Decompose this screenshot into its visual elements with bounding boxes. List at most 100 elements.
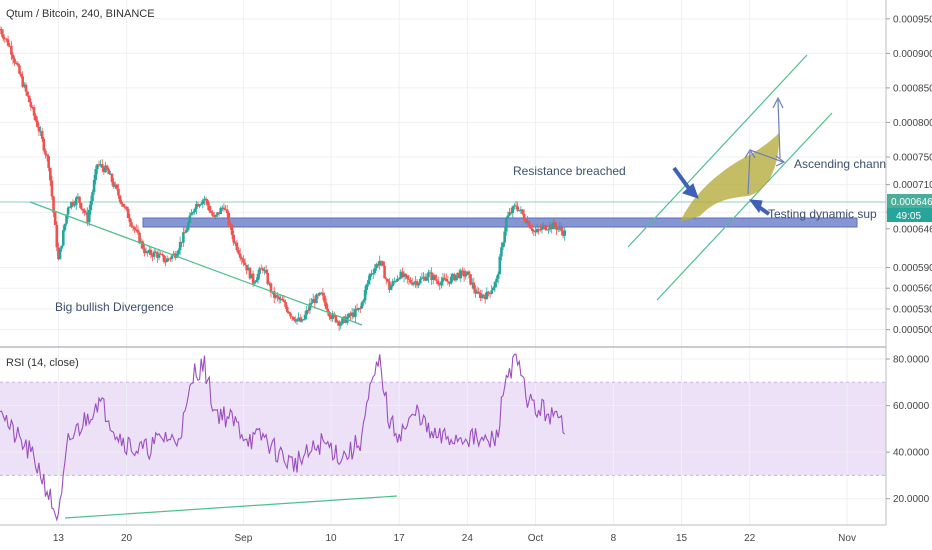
candle-body <box>269 283 273 293</box>
candle-body <box>143 248 146 254</box>
candle-body <box>81 208 85 211</box>
candle-body <box>323 295 326 303</box>
candle-body <box>146 251 149 253</box>
candle-body <box>34 115 37 121</box>
candle-body <box>449 276 453 284</box>
candle-body <box>47 156 50 168</box>
candle-body <box>365 284 369 290</box>
candle-body <box>10 45 13 55</box>
candle-body <box>508 212 511 216</box>
time-axis[interactable]: 13 20 Sep 10 17 24 Oct 8 15 22 Nov <box>53 533 856 544</box>
candle-body <box>542 224 545 227</box>
candle-body <box>57 247 60 260</box>
candle-body <box>191 212 195 214</box>
candle-body <box>45 154 49 157</box>
candle-body <box>281 298 284 301</box>
candle-body <box>500 247 503 257</box>
candle-body <box>563 230 567 236</box>
candle-body <box>178 241 182 251</box>
support-zone[interactable] <box>142 217 858 228</box>
candle-body <box>307 309 310 311</box>
candle-body <box>399 271 403 279</box>
candle-body <box>0 29 3 35</box>
candle-body <box>91 192 94 202</box>
candle-body <box>58 248 62 260</box>
candle-body <box>287 311 291 314</box>
candle-body <box>441 277 445 282</box>
price-tick-label: 0.000850 <box>893 83 932 94</box>
candle-body <box>76 196 80 198</box>
candle-body <box>294 319 297 322</box>
candle-body <box>26 91 29 96</box>
candle-body <box>251 273 255 284</box>
candle-body <box>83 210 86 213</box>
candle-body <box>457 272 461 279</box>
candle-body <box>490 290 493 294</box>
candle-body <box>558 227 562 229</box>
candle-body <box>339 323 343 326</box>
candle-body <box>454 275 458 281</box>
candle-body <box>199 203 203 205</box>
candle-body <box>110 173 114 183</box>
candle-body <box>60 245 63 249</box>
candle-body <box>50 180 54 197</box>
candle-body <box>39 131 42 133</box>
rsi-axis[interactable]: 80.0000 60.0000 40.0000 20.0000 <box>886 354 930 505</box>
candle-body <box>238 253 242 258</box>
candle-body <box>68 207 72 209</box>
candle-body <box>162 255 166 262</box>
candle-body <box>274 295 278 298</box>
current-price-label: 0.000646 <box>891 197 932 208</box>
candle-body <box>511 206 515 214</box>
candle-body <box>367 280 370 285</box>
candle-body <box>109 173 112 175</box>
candle-body <box>253 282 257 284</box>
rsi-band <box>0 382 886 476</box>
candle-body <box>540 226 544 230</box>
candle-body <box>407 278 411 280</box>
candle-body <box>381 261 385 266</box>
candle-body <box>397 278 401 280</box>
candle-body <box>70 201 73 208</box>
candle-body <box>245 264 248 271</box>
candle-body <box>170 255 174 259</box>
divergence-trendline <box>29 201 363 326</box>
candle-body <box>66 207 70 215</box>
candle-body <box>506 215 510 219</box>
candle-body <box>182 232 185 243</box>
price-axis[interactable]: 0.000950 0.000900 0.000850 0.000800 0.000750… <box>886 14 932 336</box>
candle-body <box>537 229 541 231</box>
candle-body <box>277 296 281 300</box>
candle-body <box>326 308 330 312</box>
candle-body <box>298 317 302 322</box>
rsi-line <box>0 353 566 522</box>
candle-body <box>284 301 287 307</box>
channel-lower-line <box>656 112 833 301</box>
candle-body <box>126 208 130 218</box>
candle-body <box>303 314 307 320</box>
time-tick-label: 10 <box>325 533 337 544</box>
candle-body <box>334 315 338 323</box>
candle-body <box>529 226 532 229</box>
candle-body <box>349 313 352 316</box>
candle-body <box>534 230 537 233</box>
candle-body <box>44 150 47 155</box>
candle-body <box>553 222 557 227</box>
price-candles <box>0 26 567 331</box>
candle-body <box>160 254 164 256</box>
candle-body <box>324 302 328 309</box>
candle-body <box>18 65 21 74</box>
time-tick-label: 22 <box>744 533 756 544</box>
candle-body <box>467 271 471 275</box>
candle-body <box>337 321 341 326</box>
candle-body <box>552 222 555 230</box>
candle-body <box>227 212 231 225</box>
rsi-divergence-line <box>64 495 398 519</box>
candle-body <box>543 224 547 230</box>
candle-body <box>229 224 232 226</box>
candle-body <box>73 204 76 206</box>
candle-body <box>501 242 505 248</box>
channel-upper-line <box>627 54 808 248</box>
candle-body <box>355 308 359 310</box>
